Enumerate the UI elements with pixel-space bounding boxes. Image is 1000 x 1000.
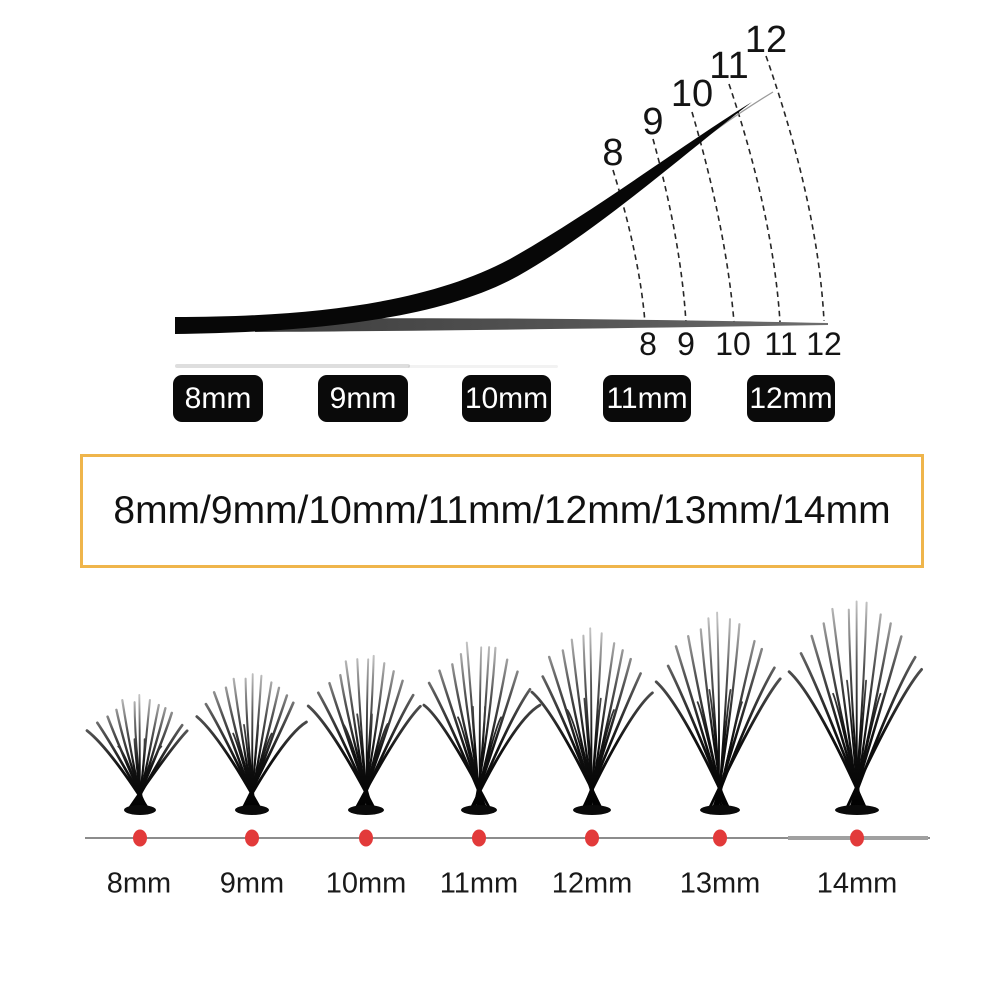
lash-cluster <box>85 694 189 815</box>
size-badge-10mm: 10mm <box>462 375 551 422</box>
size-badge-11mm: 11mm <box>603 375 691 422</box>
marker-dot-13mm <box>713 829 727 847</box>
lash-cluster-fans <box>85 600 923 815</box>
lash-cluster <box>654 611 782 815</box>
lash-strand <box>241 701 295 810</box>
marker-dot-14mm <box>850 829 864 847</box>
curled-lash-shape <box>175 102 752 334</box>
lash-cluster-base <box>124 805 156 815</box>
lash-strand <box>587 709 615 809</box>
lash-cluster <box>195 673 308 815</box>
guide-line-12 <box>765 55 825 322</box>
curl-tip-label-11: 11 <box>709 45 749 87</box>
lash-cluster <box>530 627 654 815</box>
lash-cluster-base <box>835 805 879 815</box>
guide-line-8 <box>612 169 646 324</box>
guide-line-9 <box>652 138 687 324</box>
curl-tip-label-10: 10 <box>670 73 714 115</box>
guide-line-11 <box>728 83 781 323</box>
lash-cluster-base <box>700 805 740 815</box>
marker-dot-9mm <box>245 829 259 847</box>
lash-strand <box>135 745 163 809</box>
length-range-box: 8mm/9mm/10mm/11mm/12mm/13mm/14mm <box>80 454 924 568</box>
lash-strand <box>547 655 598 810</box>
lash-shadow-smudge <box>175 364 410 368</box>
length-range-text: 8mm/9mm/10mm/11mm/12mm/13mm/14mm <box>113 489 891 532</box>
marker-dots <box>133 829 864 847</box>
cluster-label-10mm: 10mm <box>325 867 407 900</box>
lash-strand <box>470 703 542 810</box>
lash-strand <box>852 692 882 809</box>
marker-dot-11mm <box>472 829 486 847</box>
lash-cluster <box>422 641 542 815</box>
lash-strand <box>128 729 189 810</box>
marker-dot-10mm <box>359 829 373 847</box>
curl-tip-label-9: 9 <box>642 101 664 143</box>
lash-cluster-base <box>348 805 384 815</box>
lash-cluster-base <box>461 805 497 815</box>
curl-base-label-10: 10 <box>715 326 751 362</box>
cluster-label-11mm: 11mm <box>439 867 519 900</box>
curl-base-label-12: 12 <box>806 326 842 362</box>
curl-base-label-11: 11 <box>764 326 798 362</box>
natural-lash-wedge <box>255 318 828 332</box>
lash-strand <box>715 701 743 809</box>
lash-cluster-base <box>573 805 611 815</box>
lash-cluster <box>306 654 422 815</box>
cluster-label-13mm: 13mm <box>679 867 761 900</box>
curl-tip-label-8: 8 <box>602 132 624 174</box>
lash-strand <box>474 716 502 809</box>
cluster-label-14mm: 14mm <box>816 867 898 900</box>
lash-cluster <box>787 600 923 815</box>
marker-dot-8mm <box>133 829 147 847</box>
curl-base-label-8: 8 <box>639 326 657 362</box>
size-badge-8mm: 8mm <box>173 375 263 422</box>
lash-cluster-base <box>235 805 269 815</box>
dashed-guide-lines <box>612 55 825 324</box>
cluster-label-8mm: 8mm <box>106 867 172 900</box>
marker-dot-12mm <box>585 829 599 847</box>
lash-shadow-smudge-light <box>408 365 558 368</box>
size-badge-12mm: 12mm <box>747 375 835 422</box>
lash-strand <box>247 732 273 809</box>
size-badge-9mm: 9mm <box>318 375 408 422</box>
lash-strand <box>361 723 389 809</box>
cluster-label-12mm: 12mm <box>551 867 633 900</box>
cluster-label-9mm: 9mm <box>219 867 285 900</box>
curl-base-label-9: 9 <box>677 326 695 362</box>
curl-tip-label-12: 12 <box>744 19 788 61</box>
